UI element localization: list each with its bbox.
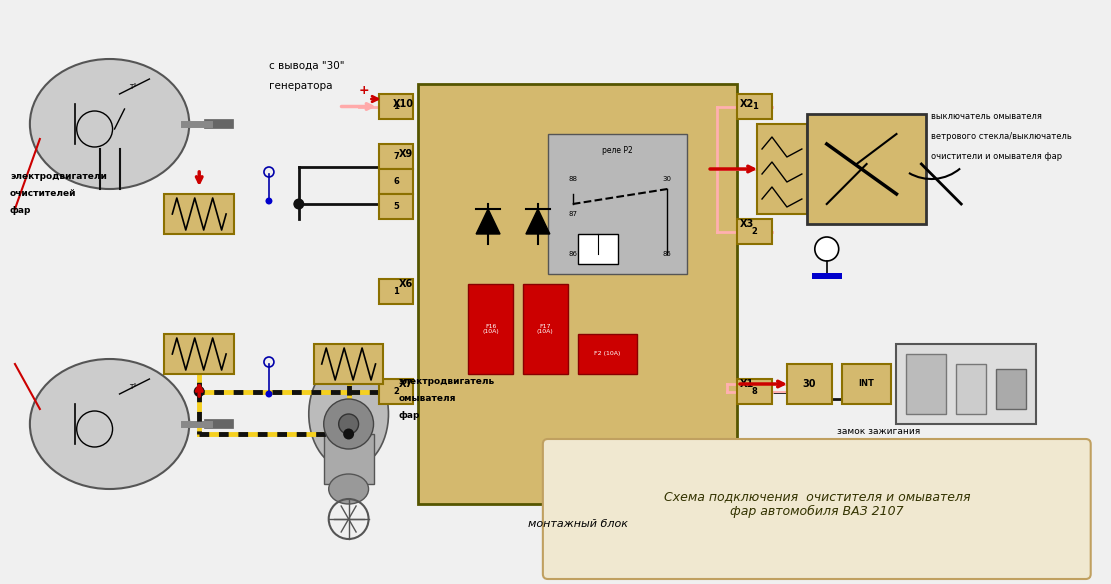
Text: электродвигатель: электродвигатель <box>399 377 494 386</box>
Text: F16
(10A): F16 (10A) <box>482 324 499 335</box>
Text: T°: T° <box>130 384 138 390</box>
Text: X10: X10 <box>392 99 413 109</box>
Text: F17
(10A): F17 (10A) <box>537 324 553 335</box>
Text: X9: X9 <box>399 149 413 159</box>
Bar <box>548 134 688 274</box>
Bar <box>379 144 413 169</box>
Ellipse shape <box>30 359 189 489</box>
Text: X1: X1 <box>740 379 754 389</box>
Text: 86: 86 <box>568 251 578 257</box>
Circle shape <box>293 199 304 210</box>
Text: INT: INT <box>859 380 874 388</box>
FancyBboxPatch shape <box>543 439 1091 579</box>
Text: X7: X7 <box>399 379 413 389</box>
Bar <box>578 334 638 374</box>
Bar <box>737 219 772 244</box>
Text: 87: 87 <box>568 211 578 217</box>
Bar <box>379 94 413 119</box>
Text: 30: 30 <box>663 176 672 182</box>
Circle shape <box>343 429 354 440</box>
Text: Схема подключения  очистителя и омывателя
фар автомобиля ВАЗ 2107: Схема подключения очистителя и омывателя… <box>663 490 970 518</box>
Polygon shape <box>477 209 500 234</box>
Bar <box>379 379 413 404</box>
Bar <box>323 434 373 484</box>
Text: 8: 8 <box>752 387 758 396</box>
Text: 1: 1 <box>752 102 758 111</box>
Circle shape <box>266 391 272 398</box>
Text: электродвигатели: электродвигатели <box>10 172 107 181</box>
Bar <box>757 124 807 214</box>
Bar <box>737 379 772 404</box>
Bar <box>379 169 413 194</box>
Polygon shape <box>526 209 550 234</box>
Text: фар: фар <box>399 411 420 420</box>
Bar <box>468 284 513 374</box>
Text: 6: 6 <box>393 177 399 186</box>
Ellipse shape <box>30 59 189 189</box>
Text: с вывода "30": с вывода "30" <box>269 61 344 71</box>
Circle shape <box>339 414 359 434</box>
Bar <box>997 369 1025 409</box>
Text: +: + <box>359 84 369 97</box>
Text: фар: фар <box>10 206 31 215</box>
Text: 88: 88 <box>568 176 578 182</box>
Bar <box>419 84 737 504</box>
Bar <box>907 354 947 414</box>
Bar <box>379 279 413 304</box>
Text: реле Р2: реле Р2 <box>602 146 633 155</box>
Bar <box>379 194 413 219</box>
Bar <box>523 284 568 374</box>
Circle shape <box>814 237 839 261</box>
Text: очистителей: очистителей <box>10 189 77 198</box>
Text: 7: 7 <box>393 152 399 161</box>
Text: ветрового стекла/выключатель: ветрового стекла/выключатель <box>931 132 1072 141</box>
Bar <box>807 114 927 224</box>
Text: 2: 2 <box>752 227 758 236</box>
Text: 1: 1 <box>393 287 399 296</box>
Circle shape <box>323 399 373 449</box>
Bar <box>842 364 891 404</box>
Bar <box>897 344 1035 424</box>
Circle shape <box>193 386 204 397</box>
Text: 85: 85 <box>663 251 672 257</box>
Text: 1: 1 <box>393 102 399 111</box>
Circle shape <box>293 199 303 209</box>
Bar <box>164 334 234 374</box>
Text: 5: 5 <box>393 202 399 211</box>
Ellipse shape <box>329 474 369 504</box>
Text: генератора: генератора <box>269 81 332 91</box>
Text: T°: T° <box>130 84 138 90</box>
Bar <box>313 344 383 384</box>
Text: X3: X3 <box>740 219 754 229</box>
Text: омывателя: омывателя <box>399 394 456 403</box>
Bar <box>957 364 987 414</box>
Bar <box>578 234 618 264</box>
Text: монтажный блок: монтажный блок <box>528 519 628 529</box>
Ellipse shape <box>309 359 389 469</box>
Bar <box>787 364 832 404</box>
Text: выключатель омывателя: выключатель омывателя <box>931 112 1042 121</box>
Circle shape <box>266 197 272 204</box>
Bar <box>164 194 234 234</box>
Text: X6: X6 <box>399 279 413 289</box>
Bar <box>737 94 772 119</box>
Text: F2 (10А): F2 (10А) <box>594 352 621 356</box>
Bar <box>812 273 842 279</box>
Text: 30: 30 <box>802 379 817 389</box>
Text: 2: 2 <box>393 387 399 396</box>
Text: замок зажигания: замок зажигания <box>837 427 920 436</box>
Text: очистители и омывателя фар: очистители и омывателя фар <box>931 152 1062 161</box>
Text: X2: X2 <box>740 99 754 109</box>
